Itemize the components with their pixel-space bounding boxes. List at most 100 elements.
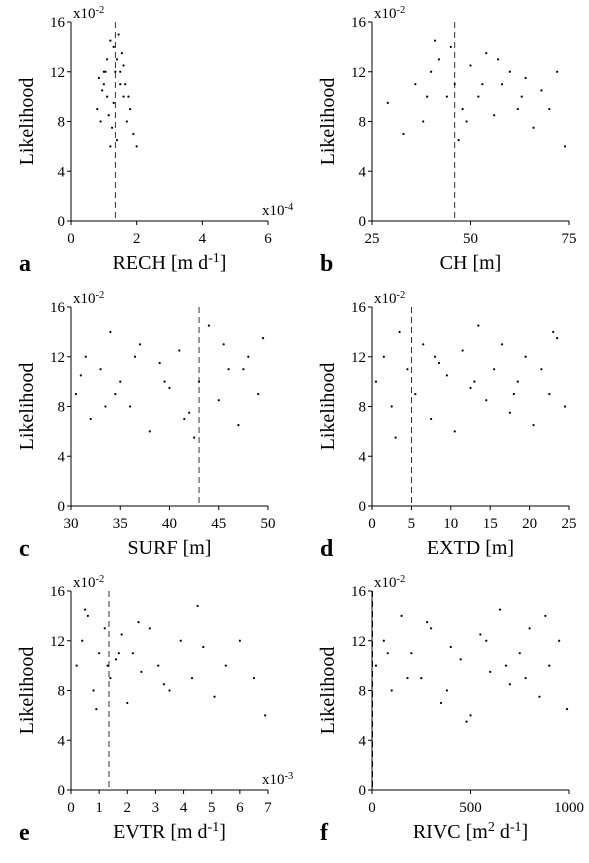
point: [103, 627, 106, 630]
point: [445, 95, 448, 98]
point: [81, 639, 84, 642]
y-multiplier-part: x10: [73, 575, 96, 591]
x-label-part: EXTD [m]: [427, 537, 514, 559]
point: [485, 639, 488, 642]
point: [469, 64, 472, 67]
point: [398, 330, 401, 333]
x-tick-label: 5: [208, 800, 216, 816]
point: [101, 89, 104, 92]
y-multiplier-part: x10: [374, 575, 397, 591]
point: [449, 45, 452, 48]
point: [556, 336, 559, 340]
point: [481, 83, 484, 86]
point: [430, 627, 433, 630]
point: [126, 701, 129, 705]
point: [477, 95, 480, 98]
point: [512, 392, 515, 396]
point: [120, 51, 123, 55]
x-tick-label: 20: [522, 516, 537, 532]
point: [202, 645, 205, 649]
point: [461, 349, 464, 352]
point: [532, 126, 535, 129]
point: [382, 639, 385, 642]
y-label: Likelihood: [16, 363, 38, 451]
point: [257, 392, 260, 396]
point: [125, 120, 128, 123]
point: [106, 664, 109, 667]
point: [119, 380, 122, 383]
y-tick-label: 12: [50, 350, 65, 366]
x-tick-label: 15: [483, 516, 498, 532]
point: [109, 39, 112, 42]
point: [84, 355, 87, 358]
y-tick-label: 12: [351, 350, 366, 366]
point: [196, 604, 199, 608]
point: [148, 430, 151, 433]
point: [138, 343, 142, 346]
x-tick-label: 25: [365, 231, 380, 247]
y-tick-label: 4: [58, 164, 66, 180]
point: [79, 374, 82, 377]
point: [264, 714, 267, 717]
point: [485, 399, 488, 402]
point: [107, 114, 110, 117]
point: [400, 614, 403, 617]
point: [457, 139, 460, 142]
point: [115, 139, 119, 142]
x-tick-label: 75: [562, 231, 577, 247]
y-tick-label: 4: [359, 449, 367, 465]
point: [445, 374, 448, 377]
point: [516, 380, 519, 383]
y-tick-label: 4: [359, 164, 367, 180]
y-tick-label: 0: [359, 783, 367, 799]
point: [114, 70, 117, 73]
x-tick-label: 6: [236, 800, 244, 816]
y-tick-label: 16: [351, 300, 367, 316]
x-tick-label: 30: [64, 516, 79, 532]
y-tick-label: 0: [359, 499, 367, 515]
point: [439, 701, 443, 705]
point: [508, 411, 511, 414]
panel-letter: b: [320, 251, 333, 277]
point: [394, 436, 397, 439]
point: [426, 620, 429, 624]
point: [99, 368, 102, 371]
point: [430, 70, 433, 73]
point: [420, 676, 423, 680]
point: [485, 51, 488, 55]
point: [524, 676, 527, 680]
x-tick-label: 6: [264, 231, 272, 247]
x-tick-label: 2: [124, 800, 132, 816]
x-label-part: SURF [m]: [128, 537, 212, 559]
point: [565, 708, 569, 711]
point: [516, 107, 519, 111]
x-label-part: RIVC [m: [413, 821, 488, 843]
y-tick-label: 12: [351, 65, 366, 81]
x-tick-label: 1: [95, 800, 103, 816]
point: [402, 132, 405, 136]
x-tick-label: 25: [562, 516, 577, 532]
y-tick-label: 16: [351, 15, 367, 31]
point: [106, 58, 109, 61]
point: [437, 361, 441, 365]
point: [224, 664, 227, 667]
point: [406, 676, 409, 680]
point: [465, 120, 468, 123]
point: [390, 689, 393, 692]
panel-letter: d: [320, 536, 334, 562]
point: [524, 76, 527, 80]
point: [449, 645, 452, 649]
point: [242, 368, 245, 371]
x-tick-label: 40: [162, 516, 177, 532]
point: [117, 33, 120, 36]
point: [135, 145, 138, 148]
point: [558, 639, 561, 642]
point: [74, 392, 78, 396]
x-label-sup: -1: [510, 820, 522, 835]
point: [104, 70, 107, 73]
point: [95, 708, 98, 711]
x-tick-label: 4: [199, 231, 207, 247]
y-tick-label: 16: [351, 584, 367, 600]
point: [148, 627, 151, 630]
point: [496, 58, 500, 61]
